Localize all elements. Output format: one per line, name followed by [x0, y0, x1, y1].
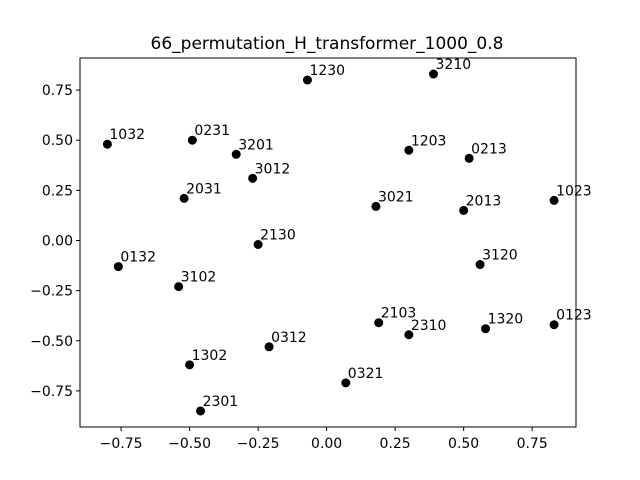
- data-point-label: 1230: [309, 63, 345, 79]
- data-point-label: 0213: [471, 141, 507, 157]
- data-point: [341, 378, 351, 388]
- data-point: [475, 260, 485, 270]
- x-tick-label: 0.75: [517, 436, 548, 452]
- data-point-label: 1023: [556, 183, 592, 199]
- data-point-label: 0321: [348, 366, 384, 382]
- data-point-label: 0132: [120, 250, 156, 266]
- data-point-label: 2031: [186, 181, 222, 197]
- data-point: [113, 262, 123, 272]
- y-tick-label: −0.75: [30, 384, 73, 400]
- y-tick-label: 0.50: [42, 133, 73, 149]
- data-point: [481, 324, 491, 334]
- data-point: [174, 282, 184, 292]
- data-point-label: 3120: [482, 248, 518, 264]
- data-point-label: 2103: [381, 306, 417, 322]
- data-point: [102, 139, 112, 149]
- data-point-label: 1302: [192, 348, 228, 364]
- data-point: [196, 406, 206, 416]
- data-point-label: 0231: [194, 123, 230, 139]
- data-point-label: 2301: [203, 394, 239, 410]
- data-point: [179, 193, 189, 203]
- y-tick-label: 0.00: [42, 233, 73, 249]
- data-point: [404, 145, 414, 155]
- data-point: [464, 153, 474, 163]
- data-point: [185, 360, 195, 370]
- y-tick-label: −0.50: [30, 334, 73, 350]
- data-point: [253, 240, 263, 250]
- x-tick-label: −0.50: [168, 436, 211, 452]
- data-point: [231, 149, 241, 159]
- data-point: [549, 320, 559, 330]
- data-point: [187, 135, 197, 145]
- data-point-label: 2310: [411, 318, 447, 334]
- data-point: [429, 69, 439, 79]
- y-tick-label: 0.75: [42, 83, 73, 99]
- x-tick-label: 0.50: [448, 436, 479, 452]
- x-axis: −0.75 −0.50 −0.25 0.00 0.25 0.50 0.75: [100, 427, 548, 452]
- data-point: [248, 173, 258, 183]
- data-point: [302, 75, 312, 85]
- data-point-label: 0123: [556, 308, 592, 324]
- data-point-label: 0312: [271, 330, 307, 346]
- data-point: [371, 201, 381, 211]
- chart-title: 66_permutation_H_transformer_1000_0.8: [151, 34, 504, 54]
- data-point-label: 3021: [378, 189, 414, 205]
- data-point-label: 1032: [109, 127, 145, 143]
- data-points: 1230 3210 1032 0231 3201 1203 0213 3012 2031 3021…: [102, 57, 592, 416]
- x-tick-label: −0.75: [100, 436, 143, 452]
- data-point-label: 2013: [466, 193, 502, 209]
- data-point: [404, 330, 414, 340]
- data-point: [549, 195, 559, 205]
- plot-frame: [79, 57, 577, 428]
- data-point: [374, 318, 384, 328]
- data-point-label: 1203: [411, 133, 447, 149]
- data-point-label: 2130: [260, 228, 296, 244]
- data-point: [459, 205, 469, 215]
- data-point-label: 3210: [436, 57, 472, 73]
- y-tick-label: −0.25: [30, 284, 73, 300]
- data-point-label: 3102: [181, 270, 217, 286]
- y-axis: −0.75 −0.50 −0.25 0.00 0.25 0.50 0.75: [30, 83, 80, 400]
- data-point-label: 1320: [488, 312, 524, 328]
- data-point-label: 3201: [238, 137, 274, 153]
- y-tick-label: 0.25: [42, 183, 73, 199]
- x-tick-label: 0.25: [380, 436, 411, 452]
- x-tick-label: 0.00: [311, 436, 342, 452]
- data-point-label: 3012: [255, 161, 291, 177]
- data-point: [264, 342, 274, 352]
- x-tick-label: −0.25: [237, 436, 280, 452]
